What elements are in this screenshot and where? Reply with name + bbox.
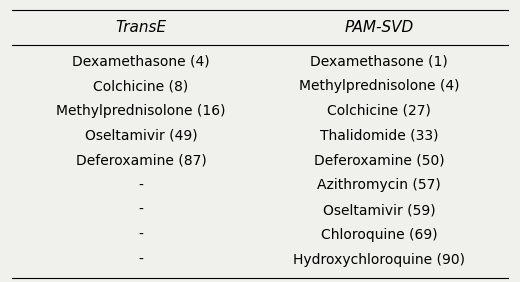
Text: -: - <box>139 203 144 217</box>
Text: TransE: TransE <box>115 20 166 35</box>
Text: Hydroxychloroquine (90): Hydroxychloroquine (90) <box>293 253 465 267</box>
Text: Deferoxamine (87): Deferoxamine (87) <box>76 153 206 168</box>
Text: Methylprednisolone (4): Methylprednisolone (4) <box>298 79 459 93</box>
Text: Thalidomide (33): Thalidomide (33) <box>320 129 438 143</box>
Text: Dexamethasone (4): Dexamethasone (4) <box>72 54 210 68</box>
Text: -: - <box>139 253 144 267</box>
Text: Dexamethasone (1): Dexamethasone (1) <box>310 54 448 68</box>
Text: Deferoxamine (50): Deferoxamine (50) <box>314 153 444 168</box>
Text: -: - <box>139 179 144 192</box>
Text: Methylprednisolone (16): Methylprednisolone (16) <box>56 104 226 118</box>
Text: Oseltamivir (49): Oseltamivir (49) <box>85 129 198 143</box>
Text: -: - <box>139 228 144 242</box>
Text: Colchicine (8): Colchicine (8) <box>94 79 189 93</box>
Text: Oseltamivir (59): Oseltamivir (59) <box>322 203 435 217</box>
Text: PAM-SVD: PAM-SVD <box>344 20 413 35</box>
Text: Chloroquine (69): Chloroquine (69) <box>321 228 437 242</box>
Text: Azithromycin (57): Azithromycin (57) <box>317 179 441 192</box>
Text: Colchicine (27): Colchicine (27) <box>327 104 431 118</box>
